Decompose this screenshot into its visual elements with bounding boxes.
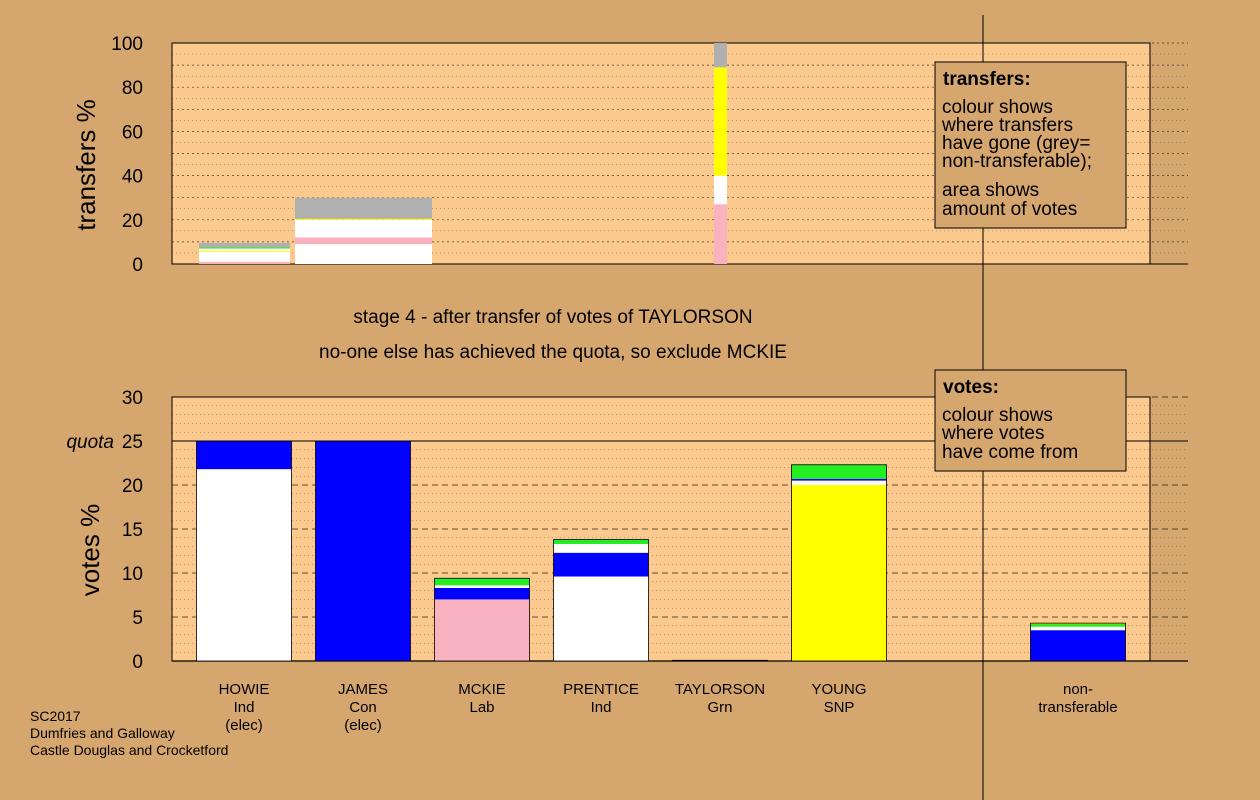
transfers-y-ticks: 0 20 40 60 80 100 [111, 34, 143, 276]
vote-segment-prentice [553, 543, 649, 553]
votes-legend-line: colour shows [942, 405, 1053, 426]
vote-segment-young [791, 480, 887, 485]
votes-y-axis-title: votes % [75, 504, 105, 597]
candidate-party: Lab [469, 699, 494, 716]
vote-segment-howie [196, 441, 292, 470]
votes-bars [196, 440, 1126, 662]
candidate-party: Ind [591, 699, 612, 716]
candidate-elected: (elec) [225, 717, 263, 734]
vote-segment-young [791, 485, 887, 661]
votes-y-tick: 30 [122, 388, 143, 409]
transfer-segment-howie [199, 243, 290, 248]
votes-legend-line: where votes [941, 423, 1044, 444]
votes-y-tick: 15 [122, 520, 143, 541]
candidate-labels: HOWIEInd(elec)JAMESCon(elec)MCKIELabPREN… [219, 681, 1118, 734]
vote-segment-mckie [434, 578, 530, 586]
vote-segment-james [315, 441, 411, 661]
transfers-bars [199, 43, 727, 264]
transfers-y-axis-title: transfers % [71, 99, 101, 231]
vote-segment-mckie [434, 599, 530, 661]
transfer-segment-taylorson [714, 43, 727, 68]
transfers-y-tick: 20 [122, 211, 143, 232]
transfers-legend-line: non-transferable); [942, 151, 1092, 172]
transfer-segment-howie [199, 250, 290, 252]
transfer-segment-taylorson [714, 67, 727, 176]
vote-bar-outline [672, 659, 768, 662]
transfers-y-tick: 40 [122, 167, 143, 188]
vote-bar-outline [1030, 622, 1126, 662]
transfers-y-tick: 0 [132, 255, 143, 276]
candidate-party: Grn [707, 699, 732, 716]
vote-segment-prentice [553, 539, 649, 544]
vote-bar-outline [434, 577, 530, 662]
votes-y-tick: 10 [122, 564, 143, 585]
votes-y-ticks: 0 5 10 15 20 25 30 [122, 388, 143, 673]
candidate-name: HOWIE [219, 681, 270, 698]
transfer-segment-howie [199, 247, 290, 249]
vote-segment-mckie [434, 585, 530, 588]
votes-legend: votes: colour shows where votes have com… [934, 369, 1127, 472]
votes-y-tick: 0 [132, 652, 143, 673]
transfers-legend-line: have gone (grey= [942, 133, 1090, 154]
transfers-legend-box [934, 61, 1127, 229]
transfers-legend-line: where transfers [941, 115, 1073, 136]
votes-y-tick: 20 [122, 476, 143, 497]
votes-y-tick: 5 [132, 608, 143, 629]
transfer-segment-howie [199, 248, 290, 251]
ward-name: Castle Douglas and Crocketford [30, 742, 228, 758]
transfer-segment-james [295, 197, 432, 219]
vote-segment-non-transferable [1030, 630, 1126, 661]
candidate-name: YOUNG [811, 681, 866, 698]
vote-bar-outline [553, 539, 649, 662]
votes-y-tick: 25 [122, 432, 143, 453]
candidate-name: JAMES [338, 681, 388, 698]
transfers-y-tick: 60 [122, 122, 143, 143]
transfers-y-tick: 80 [122, 78, 143, 99]
candidate-party: Con [349, 699, 377, 716]
candidate-name: non- [1063, 681, 1093, 698]
vote-segment-non-transferable [1030, 624, 1126, 627]
vote-segment-howie [196, 469, 292, 661]
transfer-segment-james [295, 219, 432, 238]
council-name: Dumfries and Galloway [30, 725, 175, 741]
transfers-legend-line: colour shows [942, 97, 1053, 118]
vote-segment-non-transferable [1030, 626, 1126, 631]
transfer-segment-taylorson [714, 204, 727, 264]
votes-legend-line: have come from [942, 442, 1078, 463]
election-code: SC2017 [30, 708, 81, 724]
transfer-segment-james [295, 218, 432, 220]
vote-segment-prentice [553, 576, 649, 661]
candidate-party: Ind [234, 699, 255, 716]
transfer-segment-taylorson [714, 175, 727, 205]
transfers-legend-line: amount of votes [942, 199, 1077, 220]
vote-segment-young [791, 478, 887, 481]
transfers-legend-line: area shows [942, 180, 1039, 201]
transfers-legend-title: transfers: [943, 69, 1031, 90]
transfer-segment-howie [199, 261, 290, 264]
candidate-party: transferable [1038, 699, 1117, 716]
stage-caption: stage 4 - after transfer of votes of TAY… [353, 307, 752, 328]
votes-legend-title: votes: [943, 377, 999, 398]
votes-legend-box [934, 369, 1127, 472]
vote-segment-young [791, 464, 887, 479]
candidate-name: TAYLORSON [675, 681, 765, 698]
vote-bar-outline [791, 464, 887, 662]
vote-segment-prentice [553, 552, 649, 577]
candidate-party: SNP [824, 699, 855, 716]
exclusion-caption: no-one else has achieved the quota, so e… [319, 342, 787, 363]
vote-segment-mckie [434, 587, 530, 600]
candidate-name: PRENTICE [563, 681, 639, 698]
vote-segment-non-transferable [1030, 623, 1126, 625]
transfer-segment-james [295, 244, 432, 264]
quota-label: quota [66, 432, 114, 453]
transfer-segment-james [295, 237, 432, 245]
transfers-legend: transfers: colour shows where transfers … [934, 61, 1127, 229]
candidate-elected: (elec) [344, 717, 382, 734]
candidate-name: MCKIE [458, 681, 506, 698]
transfers-y-tick: 100 [111, 34, 143, 55]
transfer-segment-howie [199, 251, 290, 262]
